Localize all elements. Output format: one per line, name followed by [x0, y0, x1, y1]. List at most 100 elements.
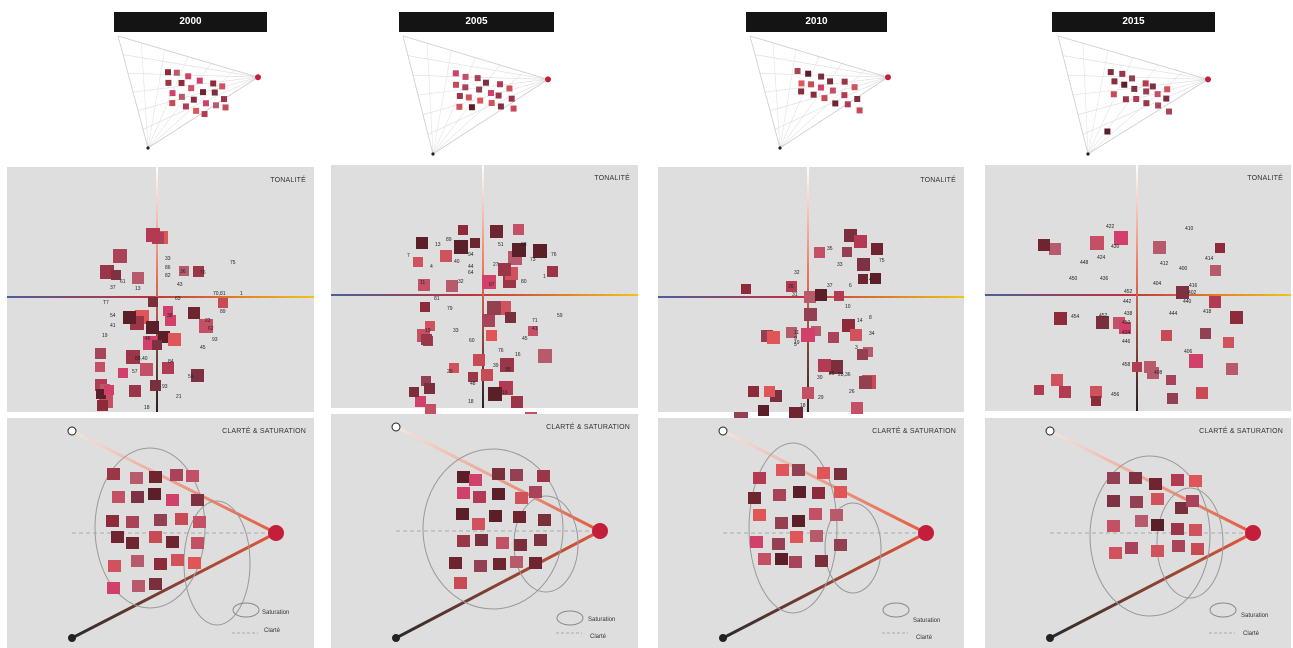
color-swatch	[145, 228, 160, 243]
color-swatch	[486, 329, 498, 341]
color-swatch	[1199, 327, 1211, 339]
fan-line	[1067, 75, 1209, 80]
color-swatch	[153, 513, 167, 526]
color-swatch	[221, 96, 228, 103]
color-swatch	[1096, 315, 1110, 329]
color-swatch	[510, 105, 517, 112]
tonality-axes	[985, 165, 1291, 411]
color-swatch	[1110, 91, 1117, 98]
color-swatch	[150, 380, 162, 392]
triangle-overview-2000	[117, 35, 261, 150]
color-swatch	[1129, 495, 1143, 508]
color-swatch	[1142, 80, 1149, 87]
color-swatch	[468, 104, 475, 111]
color-swatch	[808, 81, 815, 88]
color-swatch	[817, 467, 831, 480]
color-swatch	[854, 235, 868, 249]
color-swatch	[1058, 386, 1071, 399]
color-swatch	[1151, 544, 1165, 557]
color-swatch	[858, 376, 872, 390]
saturation-legend-icon	[232, 602, 260, 618]
color-swatch	[469, 473, 483, 486]
color-swatch	[94, 348, 106, 360]
color-swatch	[1090, 236, 1105, 251]
lightness-axis	[156, 167, 158, 412]
color-swatch	[167, 332, 181, 346]
color-swatch	[178, 79, 185, 86]
color-swatch	[1175, 286, 1189, 300]
color-swatch	[1164, 86, 1171, 93]
dark-vertex-dot	[1086, 152, 1090, 156]
color-swatch	[99, 264, 114, 279]
color-swatch	[1131, 361, 1142, 372]
color-swatch	[1185, 495, 1199, 508]
color-swatch	[162, 305, 173, 316]
color-swatch	[801, 386, 814, 399]
color-swatch	[798, 80, 805, 87]
color-swatch	[474, 560, 488, 573]
color-swatch	[111, 530, 125, 543]
color-swatch	[454, 240, 469, 255]
color-swatch	[497, 262, 511, 276]
color-swatch	[492, 468, 506, 481]
color-swatch	[409, 387, 420, 398]
fan-line	[147, 49, 165, 149]
color-swatch	[1155, 102, 1162, 109]
dark-vertex-dot	[146, 146, 150, 150]
saturation-lower-edge	[71, 531, 277, 640]
color-swatch	[190, 96, 197, 103]
color-swatch	[1147, 366, 1160, 379]
year-label: 2010	[746, 12, 887, 32]
color-swatch	[192, 516, 206, 529]
color-swatch	[462, 84, 469, 91]
color-swatch	[191, 369, 205, 383]
tonality-panel-2005: TONALITÉ	[331, 165, 638, 424]
color-swatch	[217, 298, 228, 309]
color-swatch	[477, 97, 484, 104]
color-swatch	[456, 508, 470, 521]
color-swatch	[490, 225, 504, 239]
color-swatch	[487, 90, 494, 97]
color-swatch	[547, 266, 559, 278]
hue-axis	[7, 296, 314, 298]
red-vertex-dot	[885, 74, 891, 81]
triangle-overview-2015	[1057, 35, 1211, 156]
lightness-saturation-diagram	[718, 426, 934, 642]
lightness-saturation-panel-2000: CLARTÉ & SATURATION Saturation Clarté	[7, 418, 314, 648]
year-label: 2015	[1052, 12, 1215, 32]
color-swatch	[103, 384, 114, 395]
color-swatch	[813, 246, 825, 258]
color-swatch	[788, 556, 802, 569]
fan-line	[774, 76, 889, 130]
color-swatch	[140, 363, 154, 377]
red-vertex-dot	[1245, 525, 1261, 541]
color-swatch	[130, 491, 144, 504]
color-swatch	[492, 558, 506, 571]
lightness-saturation-title: CLARTÉ & SATURATION	[222, 428, 306, 435]
color-swatch	[1230, 310, 1244, 324]
color-swatch	[1037, 239, 1050, 252]
color-swatch	[538, 348, 553, 363]
color-swatch	[1151, 518, 1165, 531]
lightness-legend-label: Clarté	[590, 634, 607, 640]
color-swatch	[774, 516, 788, 529]
saturation-legend-label: Saturation	[262, 610, 290, 616]
fan-line	[1082, 43, 1089, 155]
color-swatch	[1143, 88, 1150, 95]
black-vertex-dot	[68, 634, 76, 642]
color-swatch	[446, 280, 459, 293]
color-swatch	[145, 321, 159, 335]
color-swatch	[774, 553, 788, 566]
triangle-outline	[402, 35, 549, 155]
color-swatch	[188, 85, 195, 92]
color-swatch	[528, 486, 542, 499]
color-swatch	[832, 100, 839, 107]
color-swatch	[511, 395, 524, 408]
fan-line	[1087, 50, 1109, 155]
red-vertex-dot	[545, 76, 551, 83]
color-swatch	[128, 384, 141, 397]
color-swatch	[856, 258, 870, 272]
color-swatch	[166, 493, 180, 506]
color-swatch	[111, 270, 122, 281]
saturation-ellipse	[513, 495, 579, 593]
